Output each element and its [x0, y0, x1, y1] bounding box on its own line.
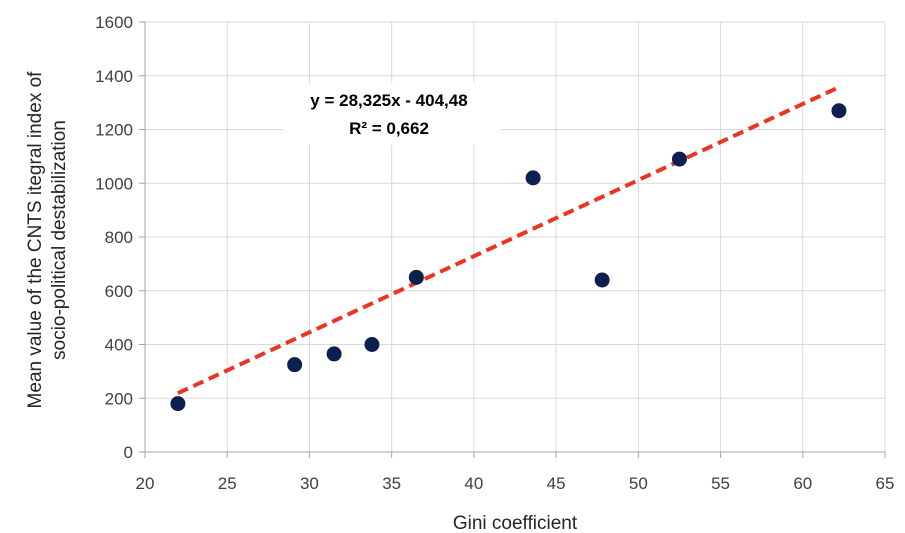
equation-box: [283, 83, 501, 145]
x-tick-label: 20: [136, 474, 155, 493]
data-point: [594, 272, 610, 288]
y-tick-label: 1000: [95, 174, 133, 193]
x-tick-label: 25: [218, 474, 237, 493]
y-tick-label: 800: [105, 228, 133, 247]
y-axis-title-line-1: Mean value of the CNTS itegral index of: [25, 71, 46, 409]
x-tick-label: 60: [793, 474, 812, 493]
r-squared-label: R² = 0,662: [349, 119, 429, 138]
data-point: [170, 396, 186, 412]
y-axis-title-line-2: socio-political destabilization: [49, 120, 70, 360]
trendline: [177, 85, 840, 396]
equation-label: y = 28,325x - 404,48 R² = 0,662: [283, 83, 501, 145]
data-point: [831, 103, 847, 119]
data-point: [671, 151, 687, 167]
data-point: [364, 337, 380, 352]
y-tick-label: 1400: [95, 67, 133, 86]
x-tick-label: 40: [464, 474, 483, 493]
x-tick-label: 50: [629, 474, 648, 493]
y-tick-label: 1200: [95, 121, 133, 140]
y-axis-title: Mean value of the CNTS itegral index of …: [25, 71, 70, 409]
x-axis-title: Gini coefficient: [453, 513, 578, 533]
axes: [139, 21, 886, 458]
y-tick-labels: 0 200 400 600 800 1000 1200 1400 1600: [95, 13, 133, 462]
y-tick-label: 1600: [95, 13, 133, 32]
x-tick-label: 30: [300, 474, 319, 493]
x-tick-label: 35: [382, 474, 401, 493]
x-tick-label: 55: [711, 474, 730, 493]
x-tick-label: 65: [876, 474, 895, 493]
trendline-equation: y = 28,325x - 404,48: [310, 91, 467, 110]
data-point: [326, 346, 342, 362]
y-tick-label: 400: [105, 336, 133, 355]
x-tick-labels: 20 25 30 35 40 45 50 55 60 65: [136, 474, 895, 493]
y-tick-label: 200: [105, 389, 133, 408]
x-tick-label: 45: [547, 474, 566, 493]
y-tick-label: 600: [105, 282, 133, 301]
grid-lines: [145, 21, 886, 452]
data-point: [287, 357, 303, 373]
data-point: [408, 269, 424, 285]
data-points: [170, 103, 847, 412]
y-tick-label: 0: [124, 443, 133, 462]
data-point: [525, 170, 541, 186]
